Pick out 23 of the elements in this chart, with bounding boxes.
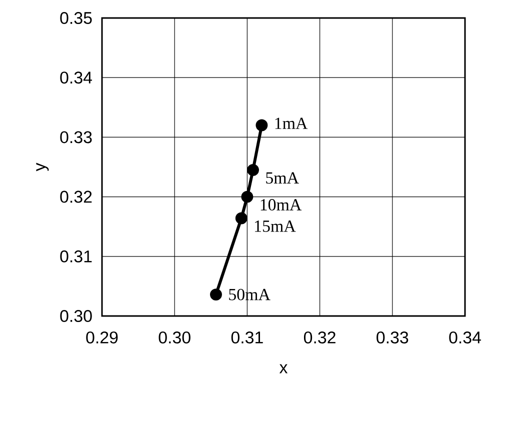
y-tick-label: 0.35 <box>60 12 92 24</box>
x-tick-label: 0.33 <box>376 331 408 344</box>
x-tick-label: 0.31 <box>231 331 263 344</box>
y-tick-label: 0.31 <box>60 250 92 262</box>
x-tick-label: 0.32 <box>304 331 336 344</box>
point <box>247 164 259 176</box>
annotation: 5mA <box>266 172 299 184</box>
y-tick-label: 0.33 <box>60 131 92 144</box>
x-tick-label: 0.29 <box>86 331 118 344</box>
x-axis-title: x <box>279 364 288 374</box>
point <box>241 190 254 203</box>
annotation: 10mA <box>260 199 302 210</box>
y-tick-label: 0.34 <box>60 72 92 84</box>
annotation: 1mA <box>275 118 308 129</box>
annotation: 15mA <box>255 220 296 232</box>
point <box>235 212 248 224</box>
y-tick-label: 0.32 <box>60 190 92 203</box>
x-tick-label: 0.30 <box>158 331 190 344</box>
x-tick-label: 0.34 <box>449 331 481 344</box>
point <box>210 288 222 301</box>
point <box>256 119 268 132</box>
y-axis-title: y <box>36 162 49 172</box>
y-tick-label: 0.30 <box>60 310 92 322</box>
